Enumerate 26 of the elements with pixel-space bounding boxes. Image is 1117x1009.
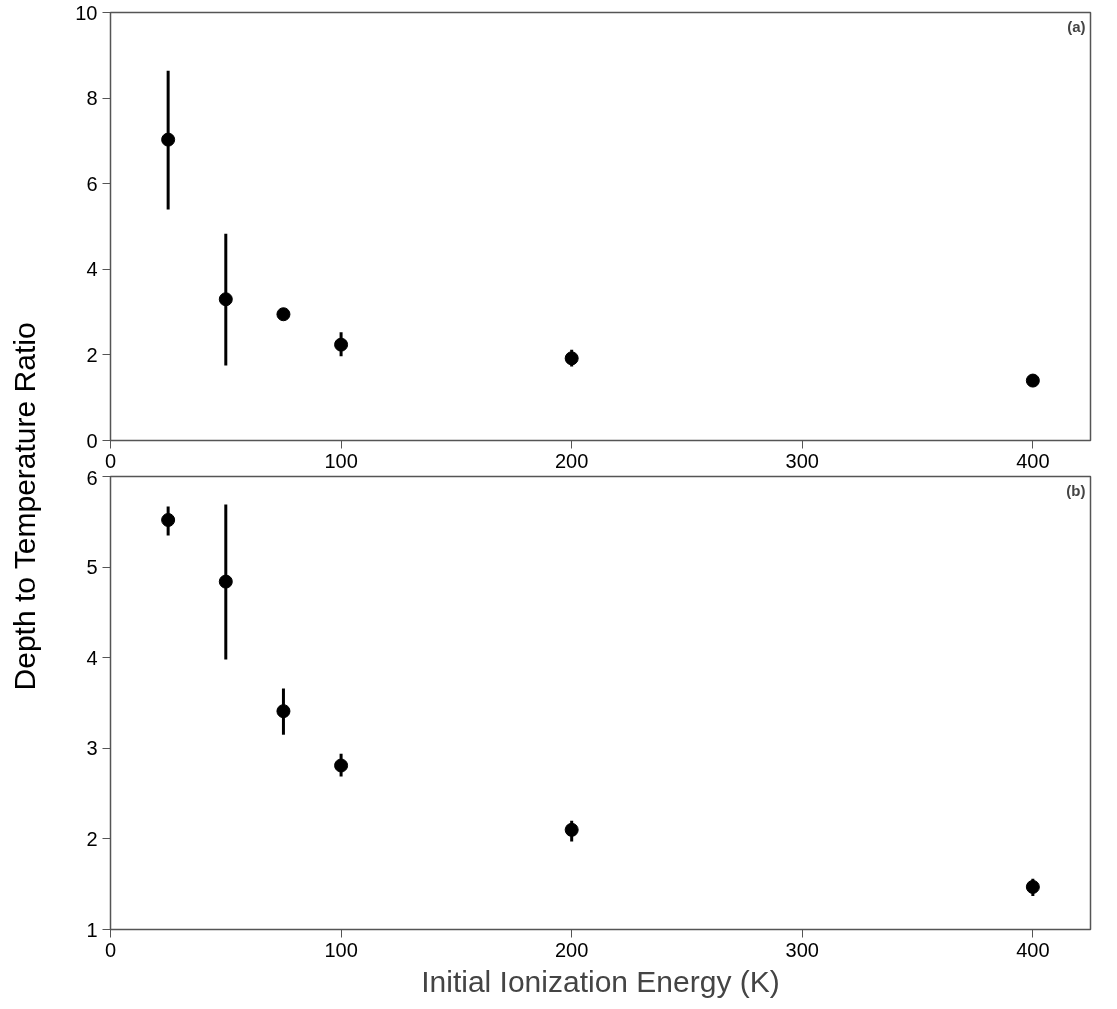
- y-tick-label: 4: [86, 258, 98, 281]
- x-tick-label: 300: [785, 938, 819, 961]
- y-axis-title: Depth to Temperature Ratio: [6, 321, 42, 693]
- y-tick-label: 8: [86, 87, 98, 110]
- x-tick-label: 300: [785, 449, 819, 472]
- annotation: (b): [1066, 481, 1086, 499]
- y-tick-label: 6: [86, 172, 98, 195]
- y-tick-label: 2: [86, 343, 98, 366]
- y-tick-label: 3: [86, 737, 98, 760]
- y-tick-label: 1: [86, 918, 98, 941]
- y-tick-label: 4: [86, 646, 98, 669]
- y-tick-label: 10: [75, 1, 98, 24]
- x-tick-label: 0: [104, 449, 117, 472]
- x-tick-label: 100: [324, 449, 358, 472]
- x-tick-label: 0: [104, 938, 117, 961]
- x-tick-label: 400: [1016, 938, 1050, 961]
- x-tick-label: 200: [554, 449, 589, 472]
- x-tick-label: 200: [554, 938, 589, 961]
- y-tick-label: 2: [86, 827, 98, 850]
- y-tick-label: 0: [86, 429, 98, 452]
- annotation: (a): [1067, 17, 1086, 35]
- x-axis-title: Initial Ionization Energy (K): [421, 964, 780, 998]
- x-tick-label: 400: [1016, 449, 1050, 472]
- y-tick-label: 5: [86, 556, 98, 579]
- y-tick-label: 6: [86, 466, 98, 489]
- x-tick-label: 100: [324, 938, 358, 961]
